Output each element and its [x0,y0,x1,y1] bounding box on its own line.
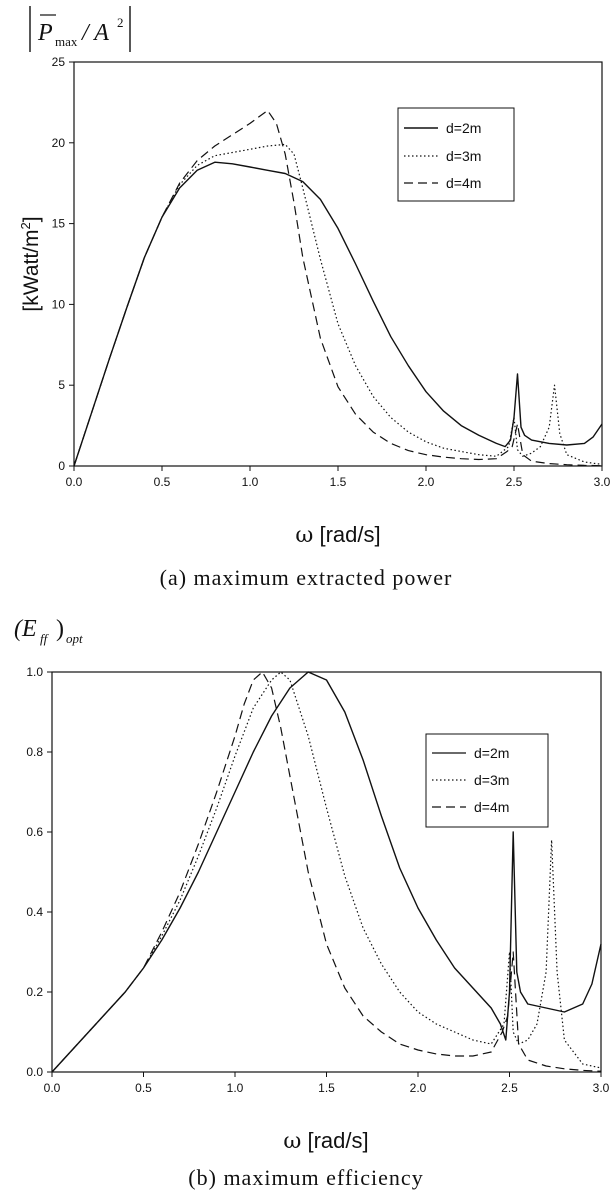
panel-a-ytick-label-1: 5 [58,378,65,392]
panel-b-xlabel: ω [rad/s] [283,1128,368,1154]
panel-b-series-d=2m [51,671,602,1073]
corner-ff: ff [40,631,50,646]
panel-a-ylabel: [kWatt/m2] [18,216,43,311]
panel-a-legend: d=2m d=3m d=4m [397,107,515,202]
corner-rest: / A [80,20,109,46]
panel-b-ytick-label-3: 0.6 [26,825,43,839]
panel-b-xtick-label-3: 1.5 [318,1081,335,1095]
corner-p: P [37,20,53,46]
panel-a-xtick-label-6: 3.0 [594,475,611,489]
panel-a-xtick-label-2: 1.0 [242,475,259,489]
legend-label-b-d3: d=3m [474,772,509,788]
panel-b-legend-box [425,733,549,828]
panel-b-ytick-label-2: 0.4 [26,905,43,919]
panel-b-legend: d=2m d=3m d=4m [425,733,549,828]
panel-a-chart: P max / A 2 0.0 0.5 1.0 1.5 2.0 2.5 3.0 0 5 10 15 2… [18,6,611,590]
panel-b-plot-frame [51,671,602,1073]
panel-b-chart: (E ff ) opt 0.0 0.5 1.0 1.5 2.0 2.5 3.00.00.20… [14,616,610,1190]
panel-a-xtick-label-0: 0.0 [66,475,83,489]
panel-b-lines [51,671,602,1073]
panel-a-xtick-label-5: 2.5 [506,475,523,489]
panel-b-series-d=4m [51,671,602,1073]
panel-a-series-d=4m [73,109,603,467]
legend-label-b-d4: d=4m [474,799,509,815]
panel-b-series-d=3m [51,671,602,1073]
legend-label-b-d2: d=2m [474,745,509,761]
corner-sub: max [55,34,78,49]
panel-b-xtick-label-2: 1.0 [227,1081,244,1095]
corner-sup: 2 [117,15,124,30]
panel-a-legend-box [397,107,515,202]
panel-b-ytick-label-1: 0.2 [26,985,43,999]
corner-opt: opt [66,631,83,646]
panel-a-ytick-label-4: 20 [52,136,66,150]
corner-close: ) [56,616,64,642]
panel-b-xtick-label-4: 2.0 [410,1081,427,1095]
panel-a-series-d=2m [73,161,603,467]
panel-a-xtick-label-1: 0.5 [154,475,171,489]
panel-b-ticks: 0.0 0.5 1.0 1.5 2.0 2.5 3.0 0.0 0.2 0.4 0.6 0.8 1.0 [26,665,609,1095]
panel-a-xtick-label-3: 1.5 [330,475,347,489]
panel-b-ytick-label-0: 0.0 [26,1065,43,1079]
panel-b-corner-label: (E ff ) opt [14,616,83,646]
panel-a-ytick-label-5: 25 [52,55,66,69]
panel-b-xtick-label-1: 0.5 [135,1081,152,1095]
panel-b-xtick-label-0: 0.0 [44,1081,61,1095]
panel-b-xtick-label-6: 3.0 [593,1081,610,1095]
panel-a-xtick-label-4: 2.0 [418,475,435,489]
panel-b-ytick-label-4: 0.8 [26,745,43,759]
panel-a-lines [73,109,603,467]
panel-a-ytick-label-2: 10 [52,297,66,311]
panel-b-xtick-label-5: 2.5 [501,1081,518,1095]
panel-a-ytick-label-0: 0 [58,459,65,473]
panel-b-caption: (b) maximum efficiency [188,1165,423,1190]
legend-label-d4: d=4m [446,175,481,191]
legend-label-d3: d=3m [446,148,481,164]
panel-a-corner-label: P max / A 2 [29,6,131,52]
panel-a-ytick-label-3: 15 [52,217,66,231]
panel-b-ytick-label-5: 1.0 [26,665,43,679]
legend-label-d2: d=2m [446,120,481,136]
panel-a-plot-frame [73,61,603,467]
panel-a-xlabel: ω [rad/s] [295,522,380,548]
corner-eff: (E [14,616,37,642]
panel-a-caption: (a) maximum extracted power [160,565,453,590]
panel-a-series-d=3m [73,143,603,467]
panel-a-ticks: 0.0 0.5 1.0 1.5 2.0 2.5 3.0 0 5 10 15 20 25 [52,55,611,489]
